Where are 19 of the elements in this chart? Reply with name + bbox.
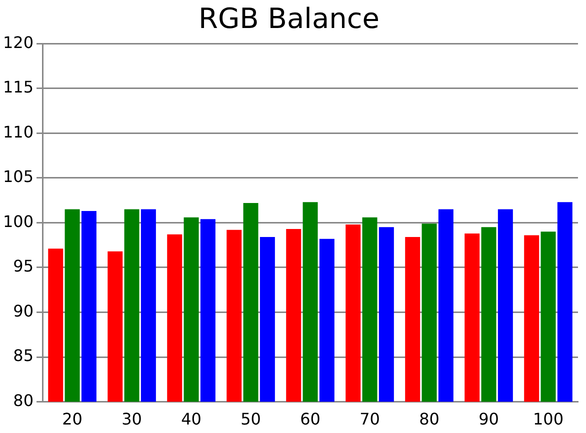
chart-title: RGB Balance bbox=[198, 2, 380, 36]
x-tick-label: 50 bbox=[240, 410, 261, 429]
y-tick-label: 110 bbox=[2, 122, 34, 142]
x-tick-label: 80 bbox=[419, 410, 440, 429]
x-tick-label: 90 bbox=[478, 410, 499, 429]
y-tick-label: 115 bbox=[2, 78, 34, 97]
x-tick-label: 40 bbox=[181, 410, 202, 429]
y-tick-label: 100 bbox=[2, 212, 34, 231]
y-tick-label: 120 bbox=[2, 32, 34, 52]
x-tick-label: 60 bbox=[300, 410, 320, 429]
x-tick-label: 70 bbox=[360, 410, 380, 429]
y-tick-label: 105 bbox=[2, 167, 34, 186]
y-tick-label: 85 bbox=[13, 346, 34, 366]
x-tick-label: 20 bbox=[62, 410, 82, 429]
y-tick-label: 90 bbox=[13, 301, 34, 320]
y-tick-label: 80 bbox=[13, 390, 34, 410]
x-tick-label: 30 bbox=[122, 410, 142, 429]
y-tick-label: 95 bbox=[13, 256, 34, 276]
x-tick-label: 100 bbox=[532, 410, 564, 429]
